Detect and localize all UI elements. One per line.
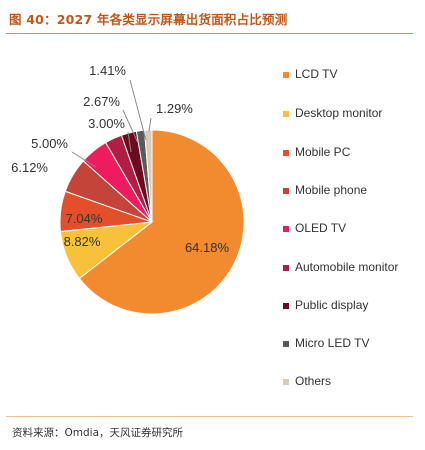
legend-swatch — [283, 303, 289, 309]
legend-item-mobile-pc: Mobile PC — [283, 146, 405, 159]
source-note: 资料来源：Omdia，天风证券研究所 — [12, 427, 184, 439]
legend-swatch — [283, 226, 289, 232]
legend-item-public-display: Public display — [283, 299, 405, 312]
leader-line-public-display — [122, 109, 139, 144]
chart-legend: LCD TV Desktop monitor Mobile PC Mobile pho… — [283, 0, 413, 400]
legend-swatch — [283, 265, 289, 271]
data-label-lcd-tv: 64.18% — [185, 240, 230, 255]
legend-swatch — [283, 379, 289, 385]
data-label-automobile-monitor: 3.00% — [88, 116, 125, 131]
legend-swatch — [283, 188, 289, 194]
leader-line-micro-led-tv — [129, 79, 147, 141]
legend-swatch — [283, 111, 289, 117]
data-label-others: 1.29% — [156, 101, 193, 116]
leader-line-others — [148, 117, 152, 132]
legend-label: OLED TV — [295, 221, 347, 235]
data-label-micro-led-tv: 1.41% — [89, 63, 126, 78]
title-divider — [6, 33, 413, 34]
legend-swatch — [283, 150, 289, 156]
legend-swatch — [283, 341, 289, 347]
pie-chart: 64.18% 8.82% 7.04% 6.12% 5.00% 3.00% 2.67% 1.41… — [11, 63, 245, 315]
data-label-public-display: 2.67% — [83, 94, 120, 109]
leader-line-oled-tv — [71, 151, 97, 168]
data-label-mobile-pc: 7.04% — [66, 211, 103, 226]
legend-item-lcd-tv: LCD TV — [283, 68, 405, 81]
legend-label: Desktop monitor — [295, 106, 383, 120]
legend-item-desktop-monitor: Desktop monitor — [283, 107, 405, 120]
data-label-oled-tv: 5.00% — [31, 136, 68, 151]
legend-item-micro-led-tv: Micro LED TV — [283, 337, 405, 350]
legend-swatch — [283, 72, 289, 78]
data-label-mobile-phone: 6.12% — [11, 160, 48, 175]
leader-line-automobile-monitor — [127, 131, 132, 153]
pie-slice-lcd-tv — [78, 129, 245, 315]
legend-item-mobile-phone: Mobile phone — [283, 184, 405, 197]
legend-label: Public display — [295, 298, 369, 312]
legend-item-automobile-monitor: Automobile monitor — [283, 261, 405, 274]
legend-item-others: Others — [283, 375, 405, 388]
legend-label: LCD TV — [295, 67, 338, 81]
data-label-desktop-monitor: 8.82% — [64, 234, 101, 249]
legend-item-oled-tv: OLED TV — [283, 222, 405, 235]
legend-label: Automobile monitor — [295, 260, 399, 274]
legend-label: Mobile PC — [295, 145, 351, 159]
legend-label: Others — [295, 374, 332, 388]
legend-label: Mobile phone — [295, 183, 368, 197]
figure-title: 图 40：2027 年各类显示屏幕出货面积占比预测 — [9, 12, 288, 27]
pie-slice-others — [143, 129, 153, 223]
legend-label: Micro LED TV — [295, 336, 370, 350]
footer-divider — [6, 416, 413, 417]
